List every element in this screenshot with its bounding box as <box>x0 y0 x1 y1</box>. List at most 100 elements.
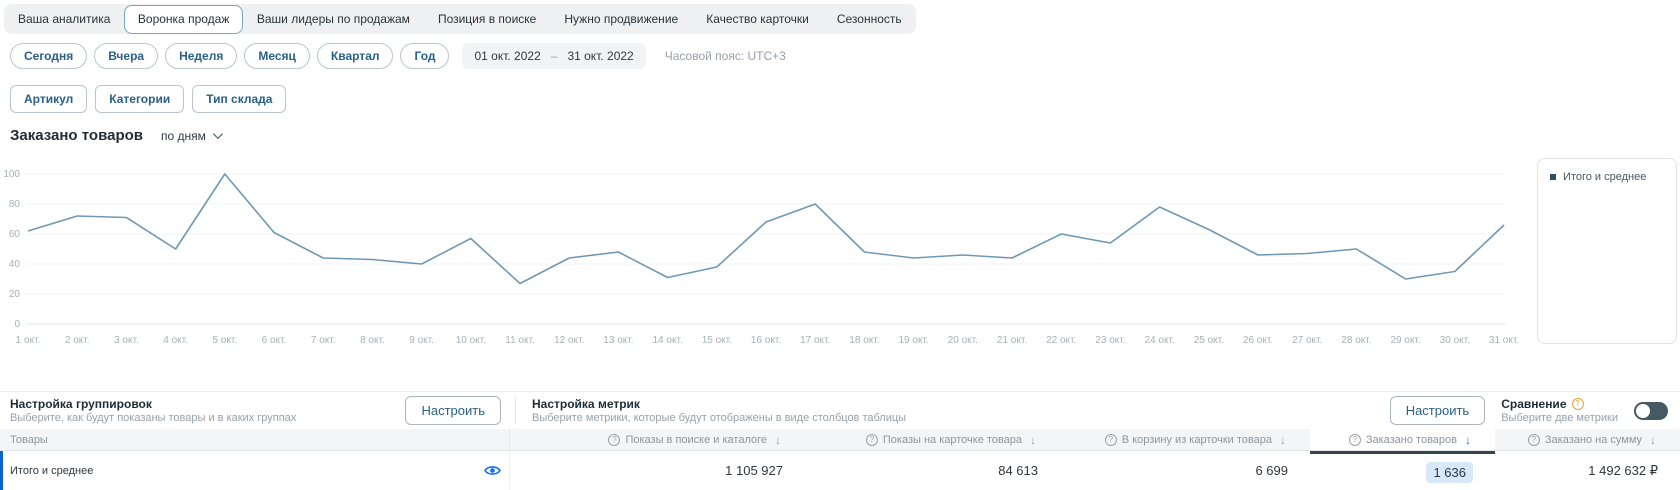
period-filter-2[interactable]: Вчера <box>94 43 159 69</box>
cell-value: 6 699 <box>1255 463 1288 478</box>
svg-text:28 окт.: 28 окт. <box>1341 335 1371 346</box>
grouping-settings-title: Настройка группировок <box>10 396 152 411</box>
svg-text:7 окт.: 7 окт. <box>311 335 336 346</box>
date-to: 31 окт. 2022 <box>567 49 634 63</box>
period-filter-4[interactable]: Месяц <box>244 43 310 69</box>
svg-text:10 окт.: 10 окт. <box>456 335 486 346</box>
svg-text:30 окт.: 30 окт. <box>1440 335 1470 346</box>
tab-7[interactable]: Сезонность <box>836 12 902 26</box>
svg-text:100: 100 <box>3 169 20 180</box>
highlighted-value: 1 636 <box>1426 461 1473 483</box>
cell-value: 1 492 632 ₽ <box>1588 462 1658 478</box>
tab-4[interactable]: Позиция в поиске <box>437 12 537 26</box>
metric-settings-title: Настройка метрик <box>532 396 640 411</box>
svg-text:4 окт.: 4 окт. <box>163 335 188 346</box>
column-header-products[interactable]: Товары <box>0 429 510 450</box>
svg-text:15 окт.: 15 окт. <box>702 335 732 346</box>
granularity-value: по дням <box>161 128 206 143</box>
chart-area: 0 20 40 60 80 100 1 окт. 2 окт. 3 окт. 4 окт. 5 ок… <box>0 146 1680 358</box>
metrics-table: Товары ? Показы в поиске и каталоге ↓? Пока… <box>0 429 1680 490</box>
column-header-2[interactable]: ? Показы на карточке товара ↓ <box>805 429 1060 450</box>
group-filter-2[interactable]: Категории <box>95 85 185 113</box>
table-header-row: Товары ? Показы в поиске и каталоге ↓? Пока… <box>0 429 1680 451</box>
chart-legend-panel: Итого и среднее <box>1537 158 1677 344</box>
svg-text:27 окт.: 27 окт. <box>1292 335 1322 346</box>
svg-text:24 окт.: 24 окт. <box>1144 335 1174 346</box>
column-header-label: Показы на карточке товара <box>882 433 1022 446</box>
svg-text:13 окт.: 13 окт. <box>603 335 633 346</box>
grouping-settings: Настройка группировок Выберите, как буду… <box>10 396 515 425</box>
row-label-cell: Итого и среднее <box>0 451 510 490</box>
column-header-label: В корзину из карточки товара <box>1121 433 1272 446</box>
comparison-text: Сравнение ? Выберите две метрики <box>1501 397 1618 425</box>
chart-title: Заказано товаров <box>10 127 143 144</box>
comparison-controls: Настроить Сравнение ? Выберите две метри… <box>1389 396 1668 425</box>
table-row: Итого и среднее 1 105 927 84 613 6 699 1 63… <box>0 451 1680 490</box>
svg-text:17 окт.: 17 окт. <box>800 335 830 346</box>
metric-settings-subtitle: Выберите метрики, которые будут отображе… <box>532 411 907 424</box>
grouping-settings-text: Настройка группировок Выберите, как буду… <box>10 397 296 425</box>
date-from: 01 окт. 2022 <box>474 49 541 63</box>
sort-down-icon: ↓ <box>1030 432 1036 447</box>
row-value-cell-3: 6 699 <box>1060 451 1310 490</box>
svg-text:0: 0 <box>14 319 20 330</box>
date-range-picker[interactable]: 01 окт. 2022 – 31 окт. 2022 <box>462 43 646 69</box>
period-filter-5[interactable]: Квартал <box>316 43 394 69</box>
column-header-4[interactable]: ? Заказано товаров ↓ <box>1310 429 1495 450</box>
sort-down-icon: ↓ <box>1280 432 1286 447</box>
group-filter-3[interactable]: Тип склада <box>192 85 287 113</box>
sort-down-icon: ↓ <box>1650 432 1656 447</box>
eye-icon[interactable] <box>484 464 501 477</box>
row-value-cell-4: 1 636 <box>1310 451 1495 490</box>
column-header-3[interactable]: ? В корзину из карточки товара ↓ <box>1060 429 1310 450</box>
comparison-toggle[interactable] <box>1634 401 1668 420</box>
svg-text:60: 60 <box>9 229 21 240</box>
legend-item-total[interactable]: Итого и среднее <box>1550 171 1664 183</box>
timezone-label: Часовой пояс: UTC+3 <box>664 49 786 63</box>
row-label: Итого и среднее <box>10 464 94 477</box>
tab-3[interactable]: Ваши лидеры по продажам <box>256 12 410 26</box>
period-filter-3[interactable]: Неделя <box>165 43 238 69</box>
configure-groupings-button[interactable]: Настроить <box>405 396 501 425</box>
row-value-cell-1: 1 105 927 <box>510 451 805 490</box>
svg-text:22 окт.: 22 окт. <box>1046 335 1076 346</box>
column-header-5[interactable]: ? Заказано на сумму ↓ <box>1495 429 1680 450</box>
grouping-settings-subtitle: Выберите, как будут показаны товары и в … <box>10 411 297 424</box>
svg-text:29 окт.: 29 окт. <box>1390 335 1420 346</box>
chart-line <box>27 173 1505 285</box>
svg-text:5 окт.: 5 окт. <box>212 335 237 346</box>
tab-6[interactable]: Качество карточки <box>706 12 809 26</box>
svg-text:14 окт.: 14 окт. <box>652 335 682 346</box>
column-header-1[interactable]: ? Показы в поиске и каталоге ↓ <box>510 429 805 450</box>
comparison-help-icon[interactable]: ? <box>1571 397 1584 410</box>
period-filter-6[interactable]: Год <box>400 43 450 69</box>
svg-text:8 окт.: 8 окт. <box>360 335 385 346</box>
svg-text:80: 80 <box>9 199 21 210</box>
cell-value: 84 613 <box>998 463 1038 478</box>
tab-2[interactable]: Воронка продаж <box>124 4 243 34</box>
date-separator: – <box>550 49 558 63</box>
comparison-title: Сравнение <box>1501 396 1567 411</box>
group-filter-1[interactable]: Артикул <box>10 85 88 113</box>
column-header-label: Заказано товаров <box>1365 433 1457 446</box>
svg-text:3 окт.: 3 окт. <box>114 335 139 346</box>
configure-metrics-button[interactable]: Настроить <box>1389 396 1486 425</box>
column-help-icon: ? <box>1104 433 1117 446</box>
column-help-icon: ? <box>608 433 621 446</box>
period-filter-1[interactable]: Сегодня <box>10 43 88 69</box>
column-help-icon: ? <box>865 433 878 446</box>
tab-1[interactable]: Ваша аналитика <box>18 12 111 26</box>
svg-text:11 окт.: 11 окт. <box>505 335 534 346</box>
metric-settings-text: Настройка метрик Выберите метрики, котор… <box>532 397 906 425</box>
svg-text:6 окт.: 6 окт. <box>262 335 287 346</box>
row-value-cell-5: 1 492 632 ₽ <box>1495 451 1680 490</box>
legend-label: Итого и среднее <box>1563 171 1647 183</box>
svg-text:9 окт.: 9 окт. <box>409 335 434 346</box>
chevron-down-icon <box>212 129 223 140</box>
svg-text:19 окт.: 19 окт. <box>898 335 928 346</box>
tab-5[interactable]: Нужно продвижение <box>564 12 679 26</box>
orders-line-chart: 0 20 40 60 80 100 1 окт. 2 окт. 3 окт. 4 окт. 5 ок… <box>3 169 1519 346</box>
column-header-label: Заказано на сумму <box>1544 433 1642 446</box>
sort-down-icon: ↓ <box>775 432 781 447</box>
granularity-dropdown[interactable]: по дням <box>161 128 223 143</box>
